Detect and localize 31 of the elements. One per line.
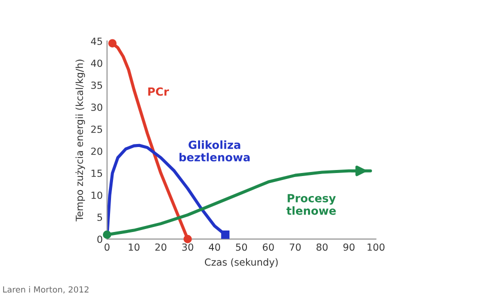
y-tick-label: 35 xyxy=(91,82,102,89)
series-label: PCr xyxy=(148,87,169,96)
point xyxy=(221,230,230,239)
x-tick-label: 30 xyxy=(182,243,194,251)
y-tick-label: 20 xyxy=(91,148,102,155)
point xyxy=(184,234,192,244)
y-tick-label: 30 xyxy=(91,104,102,111)
y-tick-label: 10 xyxy=(92,192,102,199)
x-tick-label: 100 xyxy=(368,243,384,251)
series-label: Glikoliza beztlenowa xyxy=(180,140,250,162)
x-tick-label: 20 xyxy=(155,243,166,251)
text: Laren i Morton, 2012 xyxy=(3,286,88,294)
x-tick-label: 70 xyxy=(290,243,301,251)
point xyxy=(108,39,117,48)
y-tick-label: 15 xyxy=(92,170,102,177)
y-axis-title: Tempo zużycia energii (kcal/kg/h) xyxy=(76,60,85,222)
x-tick-label: 60 xyxy=(262,243,274,251)
x-tick-label: 90 xyxy=(343,243,354,251)
x-tick-label: 0 xyxy=(104,243,110,251)
x-tick-label: 40 xyxy=(208,243,220,251)
x-axis-title: Czas (sekundy) xyxy=(204,258,278,268)
x-tick-label: 10 xyxy=(128,243,140,251)
y-tick-label: 0 xyxy=(97,236,102,243)
x-tick-label: 80 xyxy=(316,243,328,251)
y-tick-label: 45 xyxy=(90,38,102,45)
y-tick-label: 40 xyxy=(90,60,102,67)
series-label: Procesy tlenowe xyxy=(286,194,336,215)
point xyxy=(102,230,112,239)
x-tick-label: 50 xyxy=(236,243,247,251)
y-tick-label: 5 xyxy=(97,214,102,221)
y-tick-label: 25 xyxy=(91,126,102,133)
